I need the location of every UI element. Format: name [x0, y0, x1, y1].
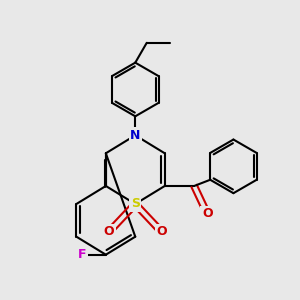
Text: N: N [130, 129, 140, 142]
Text: F: F [78, 248, 86, 261]
Text: S: S [131, 197, 140, 211]
Text: O: O [156, 225, 167, 238]
Text: O: O [202, 207, 213, 220]
Text: O: O [104, 225, 114, 238]
